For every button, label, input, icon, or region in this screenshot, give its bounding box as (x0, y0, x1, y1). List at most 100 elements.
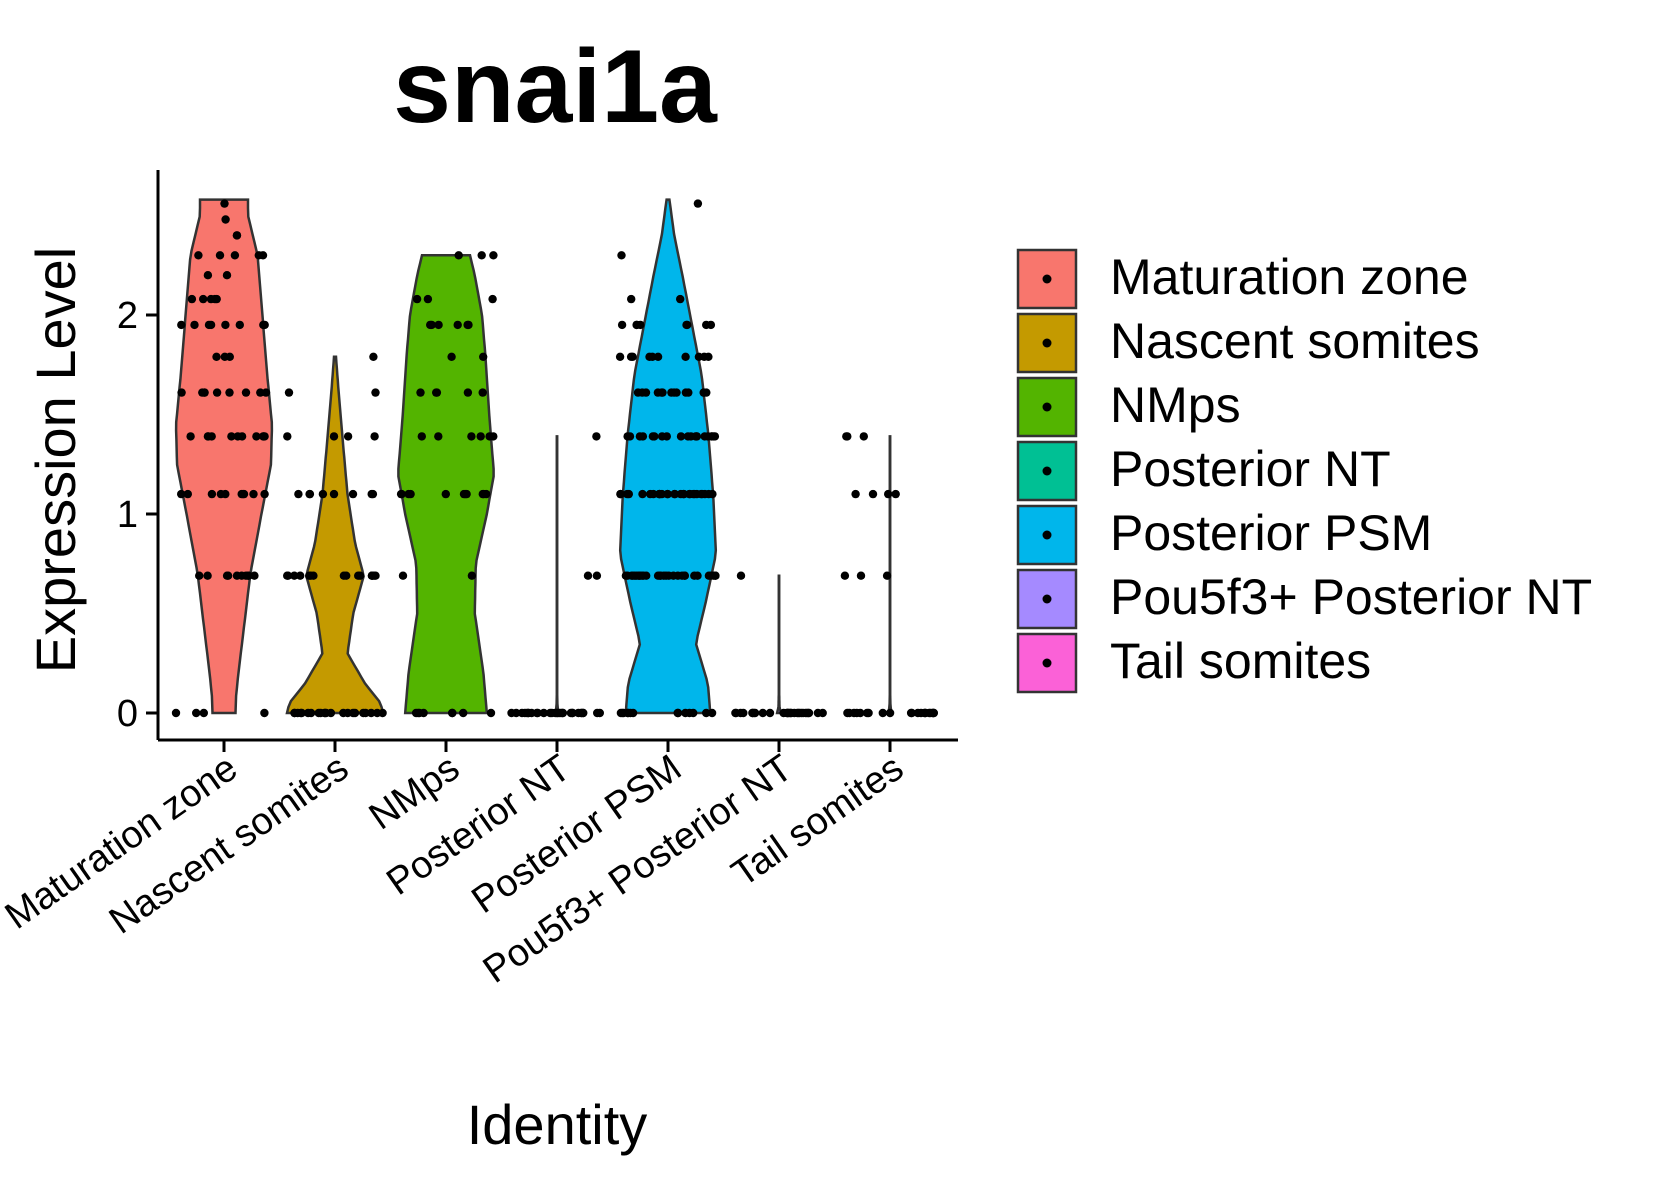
data-point (177, 320, 186, 330)
data-point (929, 708, 938, 718)
data-point (704, 571, 714, 580)
data-point (617, 251, 626, 260)
data-point (868, 489, 878, 499)
data-point (305, 489, 314, 499)
data-point (885, 708, 895, 718)
legend-label: Nascent somites (1110, 313, 1480, 369)
data-point (845, 708, 854, 718)
data-point (859, 432, 868, 441)
data-point (194, 251, 203, 260)
data-point (203, 571, 212, 580)
data-point (882, 571, 892, 580)
data-point (731, 708, 741, 718)
data-point (467, 432, 476, 441)
data-point (296, 708, 305, 718)
data-point (190, 320, 199, 330)
data-point (326, 708, 336, 718)
data-point (199, 708, 208, 718)
data-point (692, 432, 701, 441)
data-point (225, 388, 234, 397)
data-point (426, 320, 435, 330)
violin-2 (285, 355, 385, 715)
data-point (653, 352, 663, 361)
violin-6 (775, 574, 783, 715)
y-tick-label: 0 (117, 693, 138, 735)
data-point (790, 708, 799, 718)
legend-label: Maturation zone (1110, 249, 1469, 305)
data-point (283, 571, 292, 580)
data-point (249, 489, 258, 499)
data-point (696, 489, 706, 499)
data-point (252, 432, 261, 441)
data-point (616, 489, 625, 499)
data-point (222, 271, 232, 280)
data-point (856, 571, 866, 580)
data-point (354, 571, 363, 580)
data-point (765, 708, 775, 718)
legend-dot (1042, 658, 1052, 668)
data-point (369, 571, 379, 580)
data-point (232, 231, 242, 240)
data-point (489, 251, 498, 260)
data-point (260, 708, 269, 718)
data-point (329, 489, 339, 499)
data-point (186, 432, 195, 441)
data-point (661, 571, 671, 580)
data-point (329, 432, 339, 441)
data-point (447, 352, 456, 361)
data-point (676, 294, 685, 304)
data-point (663, 489, 672, 499)
violin-4 (553, 435, 561, 715)
y-tick-label: 1 (117, 494, 138, 536)
data-point (654, 489, 664, 499)
data-point (583, 571, 593, 580)
data-point (673, 708, 683, 718)
data-point (704, 352, 713, 361)
y-axis-label: Expression Level (24, 247, 87, 673)
legend-swatch (1016, 632, 1078, 694)
data-point (177, 388, 186, 397)
data-point (568, 708, 577, 718)
data-point (579, 708, 588, 718)
data-point (434, 320, 443, 330)
data-point (693, 571, 702, 580)
data-point (648, 432, 658, 441)
data-point (632, 571, 641, 580)
data-point (693, 199, 703, 208)
data-point (488, 294, 497, 304)
data-point (463, 320, 472, 330)
y-axis: 0 1 2 (117, 170, 160, 740)
data-point (423, 294, 433, 304)
data-point (655, 571, 665, 580)
data-point (397, 489, 406, 499)
data-point (623, 708, 633, 718)
x-axis-label: Identity (467, 1093, 648, 1156)
data-point (592, 432, 601, 441)
data-point (199, 294, 208, 304)
data-point (638, 489, 647, 499)
data-point (183, 489, 192, 499)
data-point (677, 571, 687, 580)
data-point (864, 708, 873, 718)
data-point (913, 708, 923, 718)
data-point (758, 708, 767, 718)
data-point (632, 320, 641, 330)
data-point (250, 571, 259, 580)
data-point (305, 571, 314, 580)
data-point (378, 708, 387, 718)
data-point (669, 571, 678, 580)
data-point (413, 708, 423, 718)
data-point (398, 571, 408, 580)
legend-dot (1042, 594, 1052, 604)
data-point (416, 388, 425, 397)
data-point (681, 352, 690, 361)
data-point (237, 489, 246, 499)
data-point (628, 352, 637, 361)
data-point (417, 432, 426, 441)
legend-dot (1042, 402, 1052, 412)
data-point (527, 708, 536, 718)
data-point (220, 199, 229, 208)
data-point (227, 432, 236, 441)
data-point (434, 432, 443, 441)
